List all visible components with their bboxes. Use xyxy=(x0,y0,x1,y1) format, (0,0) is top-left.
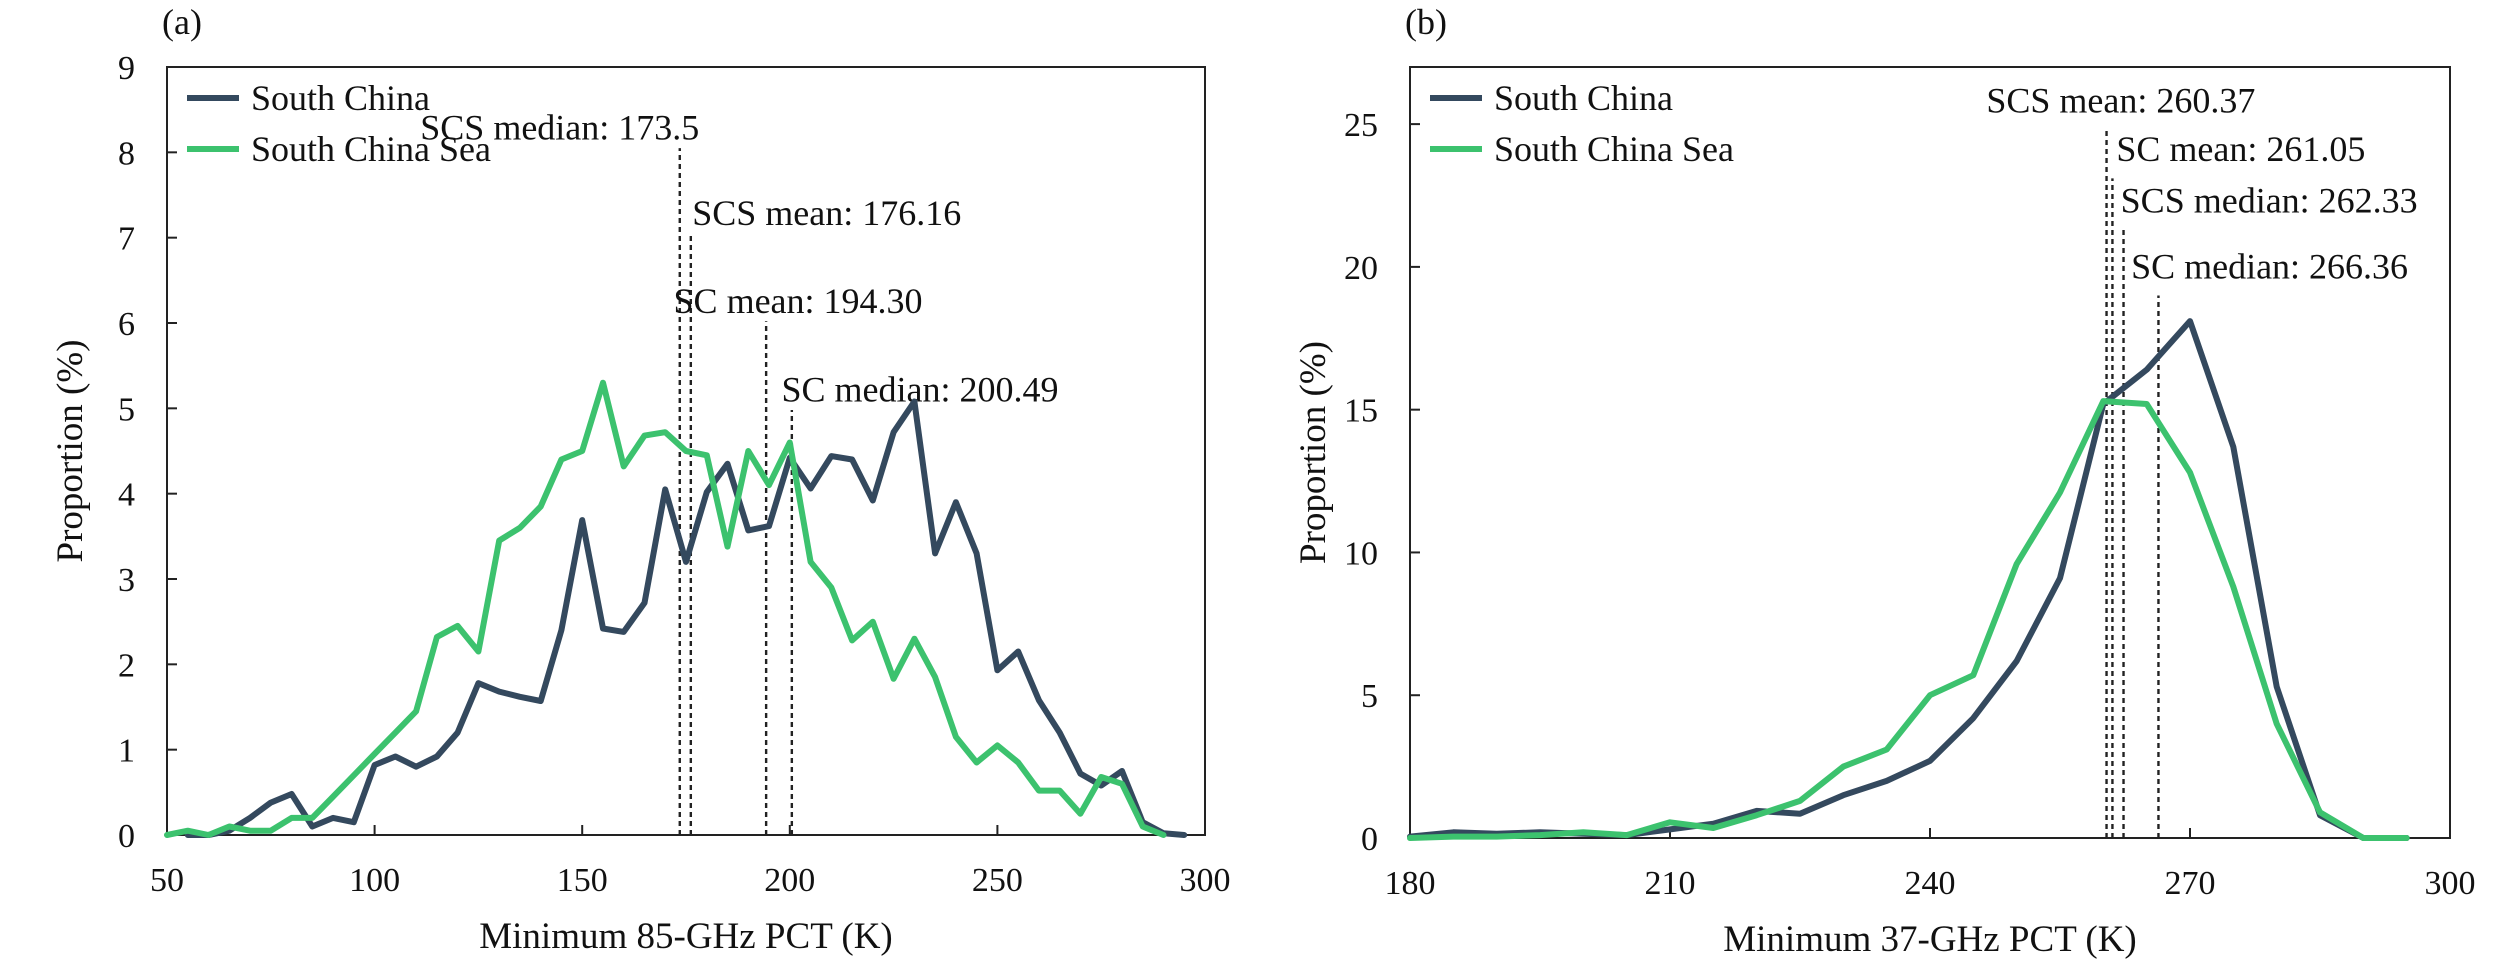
x-axis-title: Minimum 85-GHz PCT (K) xyxy=(479,916,893,957)
series-line-2 xyxy=(1407,398,2410,841)
series-line-1 xyxy=(184,398,1188,838)
annotation-label: SC mean: 261.05 xyxy=(2116,129,2365,169)
y-tick-label: 5 xyxy=(118,391,135,428)
y-tick-label: 2 xyxy=(118,647,135,684)
x-tick-label: 300 xyxy=(1180,862,1231,899)
annotation-label: SC median: 266.36 xyxy=(2131,246,2408,286)
y-tick-label: 9 xyxy=(118,50,135,87)
y-tick-label: 20 xyxy=(1344,250,1378,287)
legend-label: South China Sea xyxy=(251,129,491,169)
annotation-label: SCS median: 262.33 xyxy=(2121,181,2418,221)
legend-label: South China xyxy=(251,78,430,118)
x-tick-label: 300 xyxy=(2425,865,2476,902)
legend-label: South China Sea xyxy=(1494,129,1734,169)
y-tick-label: 5 xyxy=(1361,678,1378,715)
x-tick-label: 210 xyxy=(1645,865,1696,902)
y-tick-label: 15 xyxy=(1344,393,1378,430)
x-axis-title: Minimum 37-GHz PCT (K) xyxy=(1723,919,2137,960)
y-tick-label: 8 xyxy=(118,135,135,172)
series-line-1 xyxy=(1407,318,2410,841)
y-tick-label: 1 xyxy=(118,733,135,770)
y-axis-title: Proportion (%) xyxy=(50,340,91,563)
y-tick-label: 7 xyxy=(118,221,135,258)
x-tick-label: 240 xyxy=(1905,865,1956,902)
plot-frame xyxy=(166,66,1206,836)
annotation-label: SCS mean: 260.37 xyxy=(1986,81,2255,121)
y-tick-label: 25 xyxy=(1344,107,1378,144)
series-line-2 xyxy=(164,379,1167,838)
chart-panel-1: (a) 50 100 150 200 250 300 0 1 2 3 4 5 6 7 8 9 Minimum 85… xyxy=(50,2,1231,957)
y-tick-label: 4 xyxy=(118,477,135,514)
x-tick-label: 250 xyxy=(972,862,1023,899)
y-tick-label: 6 xyxy=(118,306,135,343)
y-tick-label: 0 xyxy=(118,818,135,855)
chart-panel-2: (b) 180 210 240 270 300 0 5 10 15 20 25 Minimum 37-G… xyxy=(1293,2,2476,960)
y-tick-label: 0 xyxy=(1361,821,1378,858)
y-tick-label: 3 xyxy=(118,562,135,599)
panel-letter: (a) xyxy=(162,2,202,42)
annotation-label: SCS mean: 176.16 xyxy=(692,193,961,233)
annotation-label: SC mean: 194.30 xyxy=(674,281,923,321)
x-tick-label: 100 xyxy=(349,862,400,899)
legend-label: South China xyxy=(1494,78,1673,118)
y-axis-title: Proportion (%) xyxy=(1293,341,1334,564)
x-tick-label: 270 xyxy=(2165,865,2216,902)
y-tick-label: 10 xyxy=(1344,535,1378,572)
x-tick-label: 200 xyxy=(764,862,815,899)
x-tick-label: 50 xyxy=(150,862,184,899)
annotation-label: SC median: 200.49 xyxy=(781,370,1058,410)
x-tick-label: 180 xyxy=(1385,865,1436,902)
x-tick-label: 150 xyxy=(557,862,608,899)
annotation-label: SCS median: 173.5 xyxy=(420,108,699,148)
panel-letter: (b) xyxy=(1405,2,1447,42)
